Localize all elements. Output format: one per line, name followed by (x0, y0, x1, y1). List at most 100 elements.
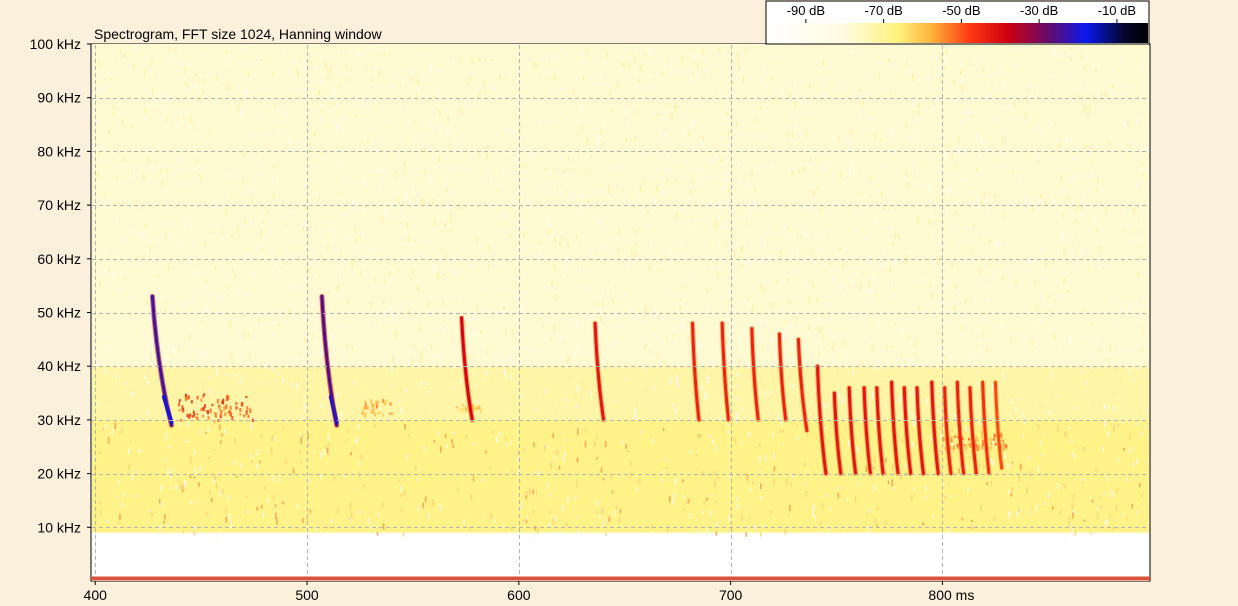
noise-speckle (748, 431, 750, 438)
noise-speckle (568, 117, 571, 122)
noise-speckle (178, 346, 180, 353)
noise-speckle (803, 205, 806, 209)
noise-speckle (302, 227, 304, 232)
noise-speckle (1004, 135, 1006, 141)
noise-speckle (548, 228, 551, 235)
noise-speckle (1019, 463, 1022, 470)
noise-speckle (121, 502, 123, 508)
noise-speckle (327, 447, 329, 454)
noise-speckle (564, 265, 566, 272)
noise-speckle (770, 390, 772, 394)
noise-speckle (216, 532, 218, 540)
noise-speckle (96, 119, 99, 123)
noise-speckle (427, 391, 430, 395)
noise-speckle (625, 62, 628, 66)
noise-speckle (210, 388, 212, 394)
noise-speckle (682, 206, 685, 211)
noise-speckle (341, 260, 343, 266)
noise-speckle (285, 458, 287, 464)
noise-speckle (991, 383, 994, 391)
noise-speckle (825, 305, 828, 309)
noise-speckle (823, 401, 825, 408)
noise-speckle (711, 395, 714, 398)
noise-speckle (762, 287, 764, 292)
noise-speckle (973, 331, 976, 335)
noise-speckle (253, 335, 255, 338)
noise-speckle (535, 63, 538, 68)
noise-speckle (1083, 446, 1085, 452)
noise-speckle (1107, 355, 1109, 358)
noise-speckle (97, 171, 99, 179)
noise-floor-band (92, 419, 1149, 533)
noise-speckle (690, 70, 692, 76)
noise-speckle (983, 67, 985, 74)
noise-speckle (867, 526, 870, 534)
noise-speckle (722, 424, 724, 428)
noise-speckle (327, 244, 329, 251)
noise-speckle (260, 433, 263, 438)
noise-speckle (117, 149, 119, 154)
noise-speckle (835, 201, 837, 208)
noise-speckle (445, 254, 447, 260)
noise-speckle (320, 452, 322, 459)
noise-speckle (621, 440, 624, 445)
noise-speckle (121, 429, 123, 435)
noise-speckle (1081, 212, 1083, 216)
noise-speckle (1045, 261, 1047, 269)
noise-speckle (318, 273, 320, 277)
noise-speckle (425, 142, 428, 149)
noise-speckle (539, 317, 541, 321)
noise-speckle (526, 515, 528, 520)
noise-speckle (137, 223, 140, 226)
noise-speckle (213, 231, 216, 234)
noise-speckle (517, 88, 519, 91)
noise-speckle (794, 101, 796, 108)
noise-speckle (917, 110, 920, 117)
noise-speckle (1109, 514, 1111, 520)
noise-speckle (340, 411, 342, 418)
signal-patch-speck (994, 435, 997, 438)
noise-speckle (993, 516, 996, 521)
noise-speckle (992, 459, 995, 466)
signal-patch-speck (187, 395, 190, 399)
noise-speckle (600, 189, 603, 195)
noise-speckle (670, 377, 673, 384)
noise-speckle (297, 171, 299, 174)
noise-speckle (1090, 143, 1093, 150)
noise-speckle (751, 308, 753, 312)
noise-speckle (657, 305, 660, 308)
noise-speckle (1036, 87, 1039, 94)
noise-speckle (1092, 134, 1094, 138)
noise-speckle (230, 521, 232, 528)
call-body (890, 380, 900, 476)
noise-speckle (1071, 249, 1074, 253)
signal-patch-speck (214, 412, 217, 418)
noise-speckle (737, 358, 740, 362)
noise-speckle (639, 65, 642, 72)
noise-speckle (980, 137, 983, 144)
noise-speckle (1047, 197, 1049, 201)
noise-speckle (1139, 483, 1141, 488)
noise-speckle (492, 253, 494, 256)
noise-speckle (168, 152, 171, 156)
noise-speckle (184, 479, 186, 486)
noise-speckle (172, 234, 174, 237)
call-body (777, 332, 788, 422)
noise-speckle (516, 157, 518, 162)
noise-speckle (132, 124, 134, 129)
noise-speckle (925, 485, 927, 492)
noise-speckle (553, 167, 555, 170)
noise-speckle (1096, 188, 1098, 193)
noise-speckle (1060, 360, 1062, 363)
noise-speckle (240, 408, 243, 413)
noise-speckle (931, 371, 934, 378)
noise-speckle (452, 165, 454, 173)
call-body (593, 321, 606, 422)
noise-speckle (384, 278, 386, 284)
noise-speckle (614, 283, 617, 291)
noise-speckle (707, 175, 709, 181)
noise-speckle (1000, 365, 1002, 371)
noise-speckle (236, 226, 239, 233)
noise-speckle (603, 245, 605, 251)
